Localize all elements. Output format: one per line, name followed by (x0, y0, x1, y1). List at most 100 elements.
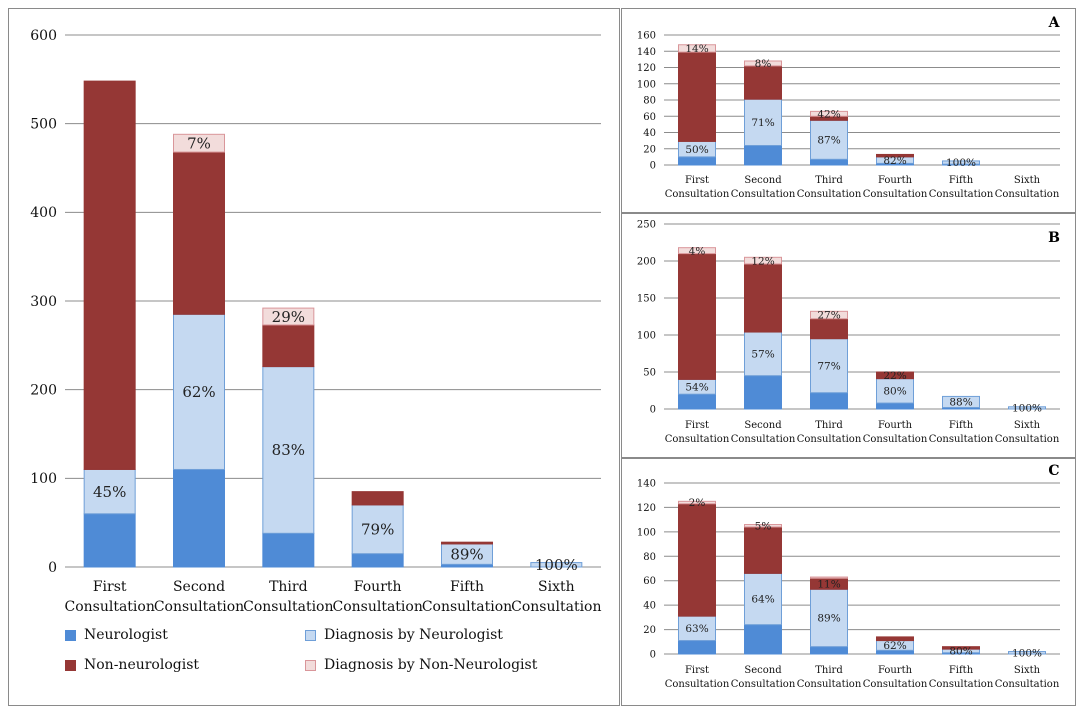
panel-b-y-tick-label: 150 (637, 294, 656, 305)
main-bar-diagnosis-neurologist-2 (173, 313, 225, 470)
panel-b-data-label: 4% (689, 245, 706, 257)
panel-a-x-category-label: First Consultation (665, 175, 730, 200)
panel-a-y-tick-label: 0 (650, 161, 656, 172)
panel-c-bar-neurologist-3 (810, 646, 848, 655)
panel-a-data-label: 87% (817, 134, 840, 146)
panel-b-data-label: 27% (817, 310, 840, 322)
chart-legend: Neurologist Diagnosis by Neurologist Non… (65, 625, 605, 685)
legend-swatch-neurologist (65, 629, 76, 641)
panel-c-y-tick-label: 80 (643, 552, 656, 563)
panel-a-y-tick-label: 120 (637, 63, 656, 74)
panel-a-x-category-label: Fourth Consultation (863, 175, 928, 200)
panel-c-y-tick-label: 0 (650, 650, 656, 661)
panel-b-data-label: 57% (751, 349, 774, 361)
panel-c-y-tick-label: 40 (643, 601, 656, 612)
main-x-category-label: Fifth Consultation (422, 579, 512, 615)
panel-b-bar-non-neurologist-4 (876, 371, 914, 380)
panel-a-bar-non-neurologist-1 (678, 51, 716, 142)
main-bar-diagnosis-neurologist-3 (262, 366, 315, 534)
main-bar-non-neurologist-2 (173, 151, 225, 315)
legend-swatch-non-neurologist (65, 659, 76, 671)
panel-c-bar-non-neurologist-2 (744, 526, 782, 574)
main-bar-non-neurologist-3 (262, 324, 315, 368)
panel-a-data-label: 42% (817, 108, 840, 120)
main-x-category-label: Fourth Consultation (332, 579, 422, 615)
main-bar-diagnosis-neurologist-6 (530, 562, 583, 568)
panel-b-data-label: 54% (685, 381, 708, 393)
main-y-tick-label: 200 (30, 383, 57, 399)
main-bar-neurologist-2 (173, 468, 225, 568)
panel-b-bar-diagnosis-neurologist-4 (876, 378, 914, 404)
panel-b-bar-diagnosis-non-neurologist-3 (810, 310, 848, 320)
panel-a-x-category-label: Fifth Consultation (929, 175, 994, 200)
panel-b-bar-diagnosis-non-neurologist-1 (678, 247, 716, 255)
panel-b-x-category-label: Fifth Consultation (929, 420, 994, 445)
panel-a-chart-svg: 0 20 40 60 80 100 120 140 160 First ConsultationSe… (637, 15, 1061, 200)
panel-b-data-label: 22% (883, 370, 906, 382)
panel-b-bar-neurologist-2 (744, 375, 782, 410)
panel-a-y-tick-label: 60 (643, 112, 656, 123)
panel-a-data-label: 71% (751, 117, 774, 129)
panel-a-data-label: 82% (883, 155, 906, 167)
legend-item-neurologist: Neurologist (65, 627, 168, 643)
panel-a-data-label: 14% (685, 43, 708, 55)
panel-b-bar-diagnosis-neurologist-2 (744, 331, 782, 377)
panel-b-x-category-label: Sixth Consultation (995, 420, 1060, 445)
panel-c-data-label: 64% (751, 594, 774, 606)
panel-a-x-category-label: Sixth Consultation (995, 175, 1060, 200)
panel-b-bar-diagnosis-neurologist-6 (1008, 406, 1046, 410)
panel-c-bar-diagnosis-non-neurologist-1 (678, 500, 716, 505)
panel-a-data-label: 100% (946, 157, 976, 169)
panel-c-bar-neurologist-2 (744, 624, 782, 655)
main-bar-neurologist-3 (262, 532, 315, 568)
main-y-tick-label: 300 (30, 294, 57, 310)
main-bar-diagnosis-non-neurologist-2 (173, 133, 225, 153)
panel-b-bar-diagnosis-neurologist-5 (942, 395, 980, 409)
main-x-category-label: Third Consultation (243, 579, 333, 615)
panel-a-data-label: 50% (685, 144, 708, 156)
main-bar-diagnosis-non-neurologist-3 (262, 307, 315, 326)
main-x-category-label: First Consultation (64, 579, 154, 615)
panel-b-bar-non-neurologist-1 (678, 253, 716, 380)
panel-b-bar-neurologist-3 (810, 392, 848, 410)
legend-item-non-neurologist: Non-neurologist (65, 657, 199, 673)
panel-b-data-label: 77% (817, 360, 840, 372)
panel-c-data-label: 100% (1012, 647, 1042, 659)
panel-b-y-tick-label: 100 (637, 331, 656, 342)
panel-c-y-tick-label: 20 (643, 625, 656, 636)
main-bar-non-neurologist-5 (441, 541, 493, 545)
panel-b-x-category-label: Third Consultation (797, 420, 862, 445)
main-bar-neurologist-1 (83, 513, 136, 568)
panel-c-panel-letter: C (1048, 463, 1059, 479)
main-data-label: 83% (272, 441, 305, 459)
panel-c-chart-svg: 0 20 40 60 80 100 120 140 First ConsultationSecon… (637, 463, 1060, 690)
panel-c-data-label: 62% (883, 640, 906, 652)
main-bar-non-neurologist-1 (83, 80, 136, 470)
panel-b-y-tick-label: 0 (650, 405, 656, 416)
main-bar-non-neurologist-4 (351, 491, 404, 506)
panel-a-y-tick-label: 80 (643, 96, 656, 107)
panel-a-y-tick-label: 20 (643, 144, 656, 155)
panel-c-data-label: 63% (685, 623, 708, 635)
panel-b-x-category-label: Second Consultation (731, 420, 796, 445)
main-y-tick-label: 400 (30, 205, 57, 221)
panel-c-bar-diagnosis-non-neurologist-3 (810, 576, 848, 579)
panel-a-bar-diagnosis-non-neurologist-1 (678, 44, 716, 53)
panel-c-y-tick-label: 140 (637, 479, 656, 490)
panel-a-bar-diagnosis-neurologist-5 (942, 160, 980, 165)
panel-c-bar-non-neurologist-1 (678, 503, 716, 617)
panel-b-data-label: 12% (751, 255, 774, 267)
panel-c-data-label: 80% (949, 646, 972, 658)
panel-a-bar-non-neurologist-2 (744, 65, 782, 100)
main-bar-neurologist-4 (351, 553, 404, 568)
legend-label-diagnosis-neurologist: Diagnosis by Neurologist (324, 627, 503, 643)
panel-c-bar-non-neurologist-5 (942, 646, 980, 650)
legend-swatch-diagnosis-non-neurologist (305, 659, 316, 671)
panel-b-data-label: 88% (949, 397, 972, 409)
panel-b-bar-diagnosis-non-neurologist-2 (744, 256, 782, 265)
main-chart-panel: 0 100 200 300 400 500 600 First Consultation Seco… (8, 8, 620, 706)
panel-a-bar-diagnosis-non-neurologist-3 (810, 110, 848, 117)
panel-a-bar-non-neurologist-4 (876, 153, 914, 158)
panel-c-bar-diagnosis-neurologist-1 (678, 615, 716, 642)
